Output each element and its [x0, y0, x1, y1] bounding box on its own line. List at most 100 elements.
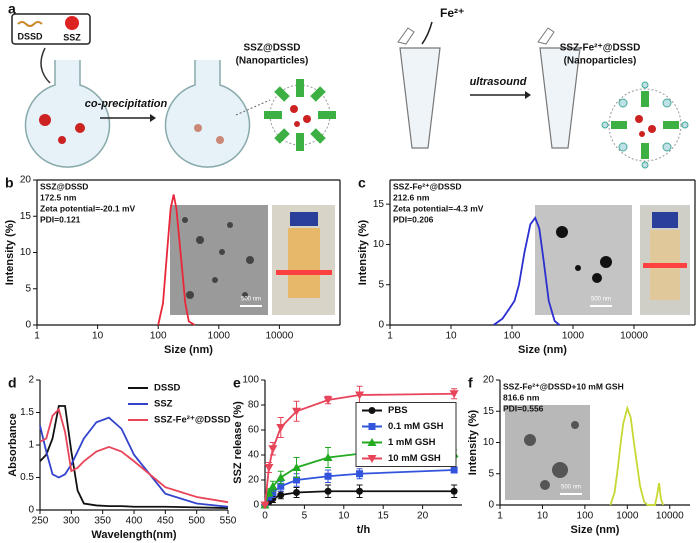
- marker: [264, 464, 274, 472]
- marker: [449, 390, 459, 399]
- y-tick-label: 15: [483, 406, 495, 417]
- annotation: 212.6 nm: [393, 192, 430, 202]
- marker: [268, 445, 278, 454]
- x-tick-label: 350: [94, 516, 111, 527]
- inset-images: [170, 205, 690, 500]
- x-axis-label: Size (nm): [164, 344, 213, 356]
- arrow: [421, 21, 433, 45]
- y-tick-label: 40: [248, 450, 260, 461]
- series-line: [39, 407, 229, 504]
- y-tick-label: 15: [20, 211, 32, 222]
- marker: [292, 463, 302, 471]
- marker: [355, 391, 365, 400]
- x-axis-label: Size (nm): [571, 524, 620, 536]
- x-tick-label: 5: [302, 511, 308, 522]
- x-tick-label: 10: [537, 511, 549, 522]
- x-axis-label: Size (nm): [518, 344, 567, 356]
- tem-image: [535, 205, 632, 315]
- marker: [450, 466, 458, 474]
- product-label: SSZ@DSSD: [244, 43, 301, 54]
- y-tick-label: 15: [373, 199, 385, 210]
- marker: [368, 407, 376, 414]
- marker: [277, 482, 285, 490]
- y-axis-label: Absorbance: [7, 413, 19, 477]
- product-label: (Nanoparticles): [564, 56, 637, 67]
- x-tick-label: 100: [150, 331, 167, 342]
- flask: [24, 60, 111, 168]
- x-tick-label: 20: [417, 511, 429, 522]
- marker: [276, 424, 286, 432]
- y-tick-label: 0: [378, 320, 384, 331]
- annotation: SSZ-Fe²⁺@DSSD+10 mM GSH: [503, 381, 624, 391]
- reagent-label: Fe²⁺: [440, 6, 464, 20]
- x-tick-label: 0: [262, 511, 268, 522]
- x-tick-label: 1000: [562, 331, 585, 342]
- series-line: [39, 405, 229, 509]
- nanoparticle: [216, 136, 224, 144]
- marker: [324, 487, 332, 495]
- annotation: SSZ-Fe²⁺@DSSD: [393, 181, 462, 191]
- particle: [58, 136, 66, 144]
- annotation: 816.6 nm: [503, 392, 540, 402]
- x-axis-label: t/h: [357, 524, 371, 536]
- y-tick-label: 20: [20, 175, 32, 186]
- x-tick-label: 1000: [208, 331, 231, 342]
- vial-cap: [290, 212, 318, 226]
- nanoparticle-detail: [601, 81, 689, 169]
- arrow: [40, 47, 51, 84]
- x-tick-label: 550: [220, 516, 237, 527]
- particle: [75, 123, 85, 133]
- legend-label: 0.1 mM GSH: [388, 421, 444, 432]
- legend-label: 10 mM GSH: [388, 453, 441, 464]
- annotation: SSZ@DSSD: [40, 181, 88, 191]
- marker: [292, 407, 302, 416]
- legend-label: PBS: [388, 405, 408, 416]
- y-axis-label: Intensity (%): [467, 409, 479, 475]
- x-tick-label: 10: [338, 511, 350, 522]
- marker: [276, 473, 286, 481]
- y-tick-label: 20: [248, 475, 260, 486]
- y-tick-label: 0: [488, 500, 494, 511]
- legend-label: SSZ: [154, 399, 173, 410]
- y-axis-label: Intensity (%): [4, 219, 16, 285]
- y-tick-label: 1.5: [20, 407, 34, 418]
- y-tick-label: 1: [28, 440, 34, 451]
- x-tick-label: 100: [577, 511, 594, 522]
- x-tick-label: 100: [504, 331, 521, 342]
- annotation: PDI=0.121: [40, 214, 81, 224]
- arrowhead: [150, 114, 156, 122]
- marker: [268, 481, 278, 490]
- annotation: PDI=0.206: [393, 214, 434, 224]
- x-tick-label: 300: [63, 516, 80, 527]
- y-axis-label: Intensity (%): [357, 219, 369, 285]
- marker: [323, 453, 333, 461]
- box-item: SSZ: [63, 32, 81, 42]
- marker: [450, 487, 458, 495]
- tube: [399, 47, 441, 149]
- marker: [368, 423, 376, 430]
- panel-label: c: [358, 175, 366, 191]
- marker: [367, 438, 377, 446]
- panel-label: f: [468, 375, 473, 391]
- product-label: (Nanoparticles): [236, 56, 309, 67]
- panel-label: d: [8, 375, 17, 391]
- panel-label: b: [5, 175, 14, 191]
- annotation: Zeta potential=-4.3 mV: [393, 203, 484, 213]
- vial-cap: [652, 212, 678, 228]
- y-tick-label: 60: [248, 425, 260, 436]
- x-tick-label: 1000: [616, 511, 639, 522]
- x-tick-label: 1: [34, 331, 40, 342]
- y-axis-label: SSZ release (%): [232, 401, 244, 484]
- nanoparticle: [194, 124, 202, 132]
- x-tick-label: 450: [157, 516, 174, 527]
- marker: [293, 476, 301, 484]
- y-tick-label: 100: [242, 375, 259, 386]
- series-line: [39, 416, 229, 508]
- x-tick-label: 10: [445, 331, 457, 342]
- marker: [269, 489, 277, 496]
- legend-label: 1 mM GSH: [388, 437, 436, 448]
- x-tick-label: 500: [188, 516, 205, 527]
- y-tick-label: 5: [378, 279, 384, 290]
- x-tick-label: 10000: [265, 331, 293, 342]
